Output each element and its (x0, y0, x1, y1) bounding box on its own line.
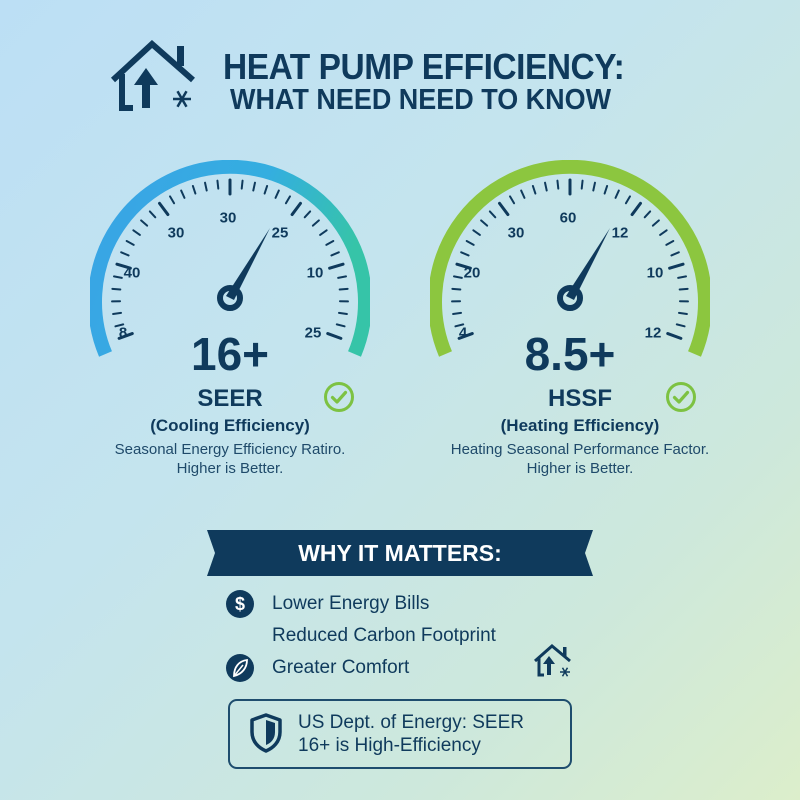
hssf-gauge-dial (430, 160, 710, 357)
seer-gauge: 8 40 30 30 25 10 25 16+ (90, 160, 370, 380)
tick-label: 4 (458, 324, 468, 342)
banner-label: WHY IT MATTERS: (298, 540, 502, 566)
tick-label: 12 (644, 324, 662, 342)
hssf-description: HSSF (Heating Efficiency) Heating Season… (410, 385, 750, 478)
tick-label: 20 (463, 264, 481, 282)
header: HEAT PUMP EFFICIENCY: WHAT NEED NEED TO … (110, 40, 690, 116)
tick-label: 25 (271, 224, 289, 242)
tick-label: 10 (646, 264, 664, 282)
hssf-desc-line1: Heating Seasonal Performance Factor. (450, 441, 710, 458)
seer-desc-line1: Seasonal Energy Efficiency Ratiro. (114, 441, 346, 458)
ribbon-shape (207, 530, 593, 576)
benefit-label: Greater Comfort (272, 657, 410, 678)
note-line2: 16+ is High-Efficiency (298, 735, 481, 756)
why-it-matters-banner: WHY IT MATTERS: (207, 530, 593, 576)
seer-desc-line2: Higher is Better. (176, 460, 284, 477)
seer-name: SEER (197, 385, 263, 412)
tick-label: 8 (118, 324, 128, 342)
page-subtitle: WHAT NEED NEED TO KNOW (230, 84, 612, 116)
dollar-icon: $ (226, 590, 254, 618)
leaf-icon (226, 654, 254, 682)
tick-label: 60 (559, 209, 577, 227)
note-text: US Dept. of Energy: SEER 16+ is High-Eff… (298, 711, 524, 757)
hssf-desc-line2: Higher is Better. (526, 460, 634, 477)
check-circle-icon (666, 382, 696, 412)
seer-subtitle: (Cooling Efficiency) (150, 416, 310, 435)
seer-description: SEER (Cooling Efficiency) Seasonal Energ… (60, 385, 400, 478)
benefits-list: $ Lower Energy Bills Reduced Carbon Foot… (225, 588, 585, 684)
check-circle-icon (324, 382, 354, 412)
tick-label: 12 (611, 224, 629, 242)
hssf-value: 8.5+ (524, 328, 616, 380)
list-item: Reduced Carbon Footprint (225, 620, 585, 652)
shield-icon (250, 713, 282, 753)
house-heat-pump-icon (110, 40, 195, 111)
tick-label: 30 (507, 224, 525, 242)
tick-label: 40 (123, 264, 141, 282)
benefit-label: Reduced Carbon Footprint (272, 625, 496, 646)
seer-value: 16+ (190, 328, 270, 380)
hssf-gauge: 4 20 30 60 12 10 12 8.5+ (430, 160, 710, 380)
tick-label: 30 (219, 209, 237, 227)
house-heat-pump-icon (534, 644, 571, 677)
note-line1: US Dept. of Energy: SEER (298, 712, 524, 733)
list-item: Greater Comfort (225, 652, 585, 684)
list-item: $ Lower Energy Bills (225, 588, 585, 620)
hssf-name: HSSF (547, 385, 612, 412)
tick-label: 10 (306, 264, 324, 282)
seer-gauge-dial (90, 160, 370, 357)
page-title: HEAT PUMP EFFICIENCY: (223, 46, 625, 87)
hssf-subtitle: (Heating Efficiency) (500, 416, 660, 435)
doe-note-box: US Dept. of Energy: SEER 16+ is High-Eff… (228, 699, 572, 769)
svg-text:$: $ (235, 594, 245, 614)
benefit-label: Lower Energy Bills (272, 593, 430, 614)
tick-label: 25 (304, 324, 322, 342)
tick-label: 30 (167, 224, 185, 242)
